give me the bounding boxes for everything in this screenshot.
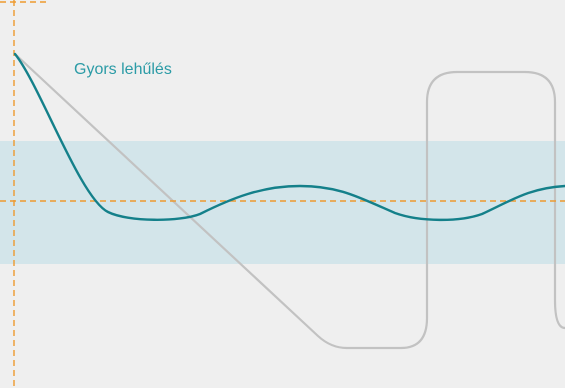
response-curve [13,52,565,222]
tolerance-band [0,141,565,264]
reference-curve [13,52,565,350]
curve-label: Gyors lehűlés [74,61,172,78]
